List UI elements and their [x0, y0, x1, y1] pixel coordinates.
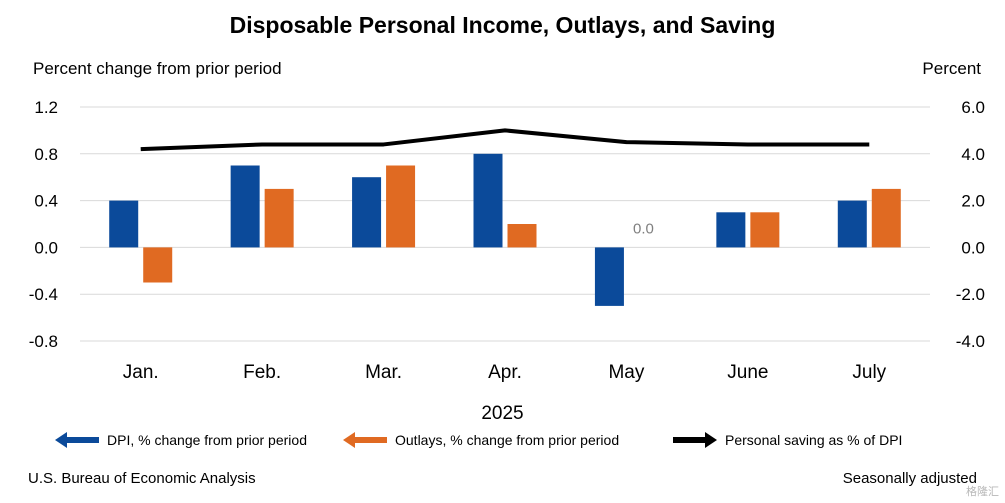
chart-plot-area: 1.2 0.8 0.4 0.0 -0.4 -0.8 6.0 4.0 2.0 0.0 -2.0 -4.0… — [29, 98, 985, 383]
right-axis-label: Percent — [922, 59, 981, 78]
legend-item-dpi: DPI, % change from prior period — [55, 432, 307, 448]
left-tick-label: -0.8 — [29, 332, 58, 351]
left-tick-label: 1.2 — [34, 98, 58, 117]
legend-item-saving: Personal saving as % of DPI — [673, 432, 902, 448]
right-tick-label: 2.0 — [961, 192, 985, 211]
left-tick-label: -0.4 — [29, 285, 58, 304]
category-label: May — [608, 362, 644, 383]
legend-item-outlays: Outlays, % change from prior period — [343, 432, 619, 448]
legend-label-saving: Personal saving as % of DPI — [725, 432, 903, 448]
dpi-bar-2 — [352, 177, 382, 248]
watermark: 格隆汇 — [966, 486, 999, 498]
left-arrow-icon — [55, 432, 99, 448]
outlays-bar-2 — [386, 165, 416, 248]
right-tick-label: -4.0 — [956, 332, 985, 351]
category-label: Jan. — [123, 362, 159, 383]
x-axis-year-label: 2025 — [481, 403, 524, 424]
right-tick-label: 0.0 — [961, 238, 985, 257]
category-label: Apr. — [488, 362, 522, 383]
dpi-bar-6 — [837, 200, 867, 248]
bars — [109, 153, 901, 306]
axis-labels: 1.2 0.8 0.4 0.0 -0.4 -0.8 6.0 4.0 2.0 0.0 -2.0 -4.0… — [29, 98, 985, 383]
left-arrow-icon — [343, 432, 387, 448]
dpi-bar-1 — [230, 165, 260, 248]
category-label: July — [852, 362, 886, 383]
saving-line — [140, 128, 870, 152]
outlays-bar-0 — [143, 247, 173, 283]
category-label: Mar. — [365, 362, 402, 383]
data-label: 0.0 — [633, 220, 654, 237]
category-label: June — [727, 362, 768, 383]
right-tick-label: 4.0 — [961, 145, 985, 164]
dpi-bar-4 — [594, 247, 624, 306]
outlays-bar-5 — [750, 212, 780, 248]
left-axis-label: Percent change from prior period — [33, 59, 282, 78]
left-tick-label: 0.8 — [34, 145, 58, 164]
chart-title: Disposable Personal Income, Outlays, and… — [229, 12, 776, 38]
legend-label-dpi: DPI, % change from prior period — [107, 432, 307, 448]
legend: DPI, % change from prior period Outlays,… — [0, 432, 1005, 452]
right-tick-label: 6.0 — [961, 98, 985, 117]
left-tick-label: 0.4 — [34, 192, 58, 211]
left-tick-label: 0.0 — [34, 238, 58, 257]
dpi-bar-3 — [473, 153, 503, 248]
dpi-bar-5 — [716, 212, 746, 248]
outlays-bar-1 — [264, 188, 294, 248]
outlays-bar-3 — [507, 224, 537, 248]
gridlines — [80, 106, 930, 342]
seasonal-note: Seasonally adjusted — [842, 470, 977, 487]
dpi-bar-0 — [109, 200, 139, 248]
category-label: Feb. — [243, 362, 281, 383]
saving-rate-line — [140, 128, 870, 152]
right-tick-label: -2.0 — [956, 285, 985, 304]
right-arrow-icon — [673, 432, 717, 448]
outlays-bar-6 — [871, 188, 901, 248]
source-note: U.S. Bureau of Economic Analysis — [28, 470, 256, 487]
legend-label-outlays: Outlays, % change from prior period — [395, 432, 620, 448]
